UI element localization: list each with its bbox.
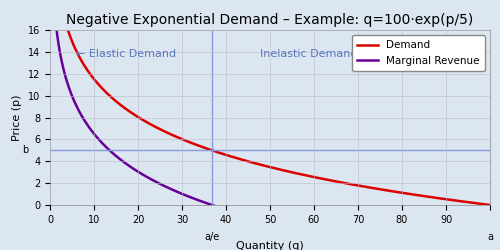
Text: ← Elastic Demand: ← Elastic Demand [76,49,176,59]
Marginal Revenue [394,245,400,248]
Text: b: b [22,145,28,155]
Y-axis label: Price (p): Price (p) [12,94,22,141]
Demand [487,204,493,206]
Marginal Revenue [250,216,256,219]
Line: Demand: Demand [52,0,490,205]
Marginal Revenue [262,219,268,222]
Demand [70,44,76,47]
Demand [474,202,480,205]
Text: a/e: a/e [204,232,220,242]
Demand [250,161,256,164]
Text: a: a [487,232,493,242]
Legend: Demand, Marginal Revenue: Demand, Marginal Revenue [352,35,485,71]
Text: Inelastic Demand →: Inelastic Demand → [260,49,370,59]
Demand [262,164,268,167]
Line: Marginal Revenue: Marginal Revenue [52,0,490,250]
Title: Negative Exponential Demand – Example: q=100·exp(p/5): Negative Exponential Demand – Example: q… [66,14,474,28]
Marginal Revenue [70,98,76,102]
Demand [394,190,400,194]
X-axis label: Quantity (q): Quantity (q) [236,242,304,250]
Demand [474,202,480,205]
